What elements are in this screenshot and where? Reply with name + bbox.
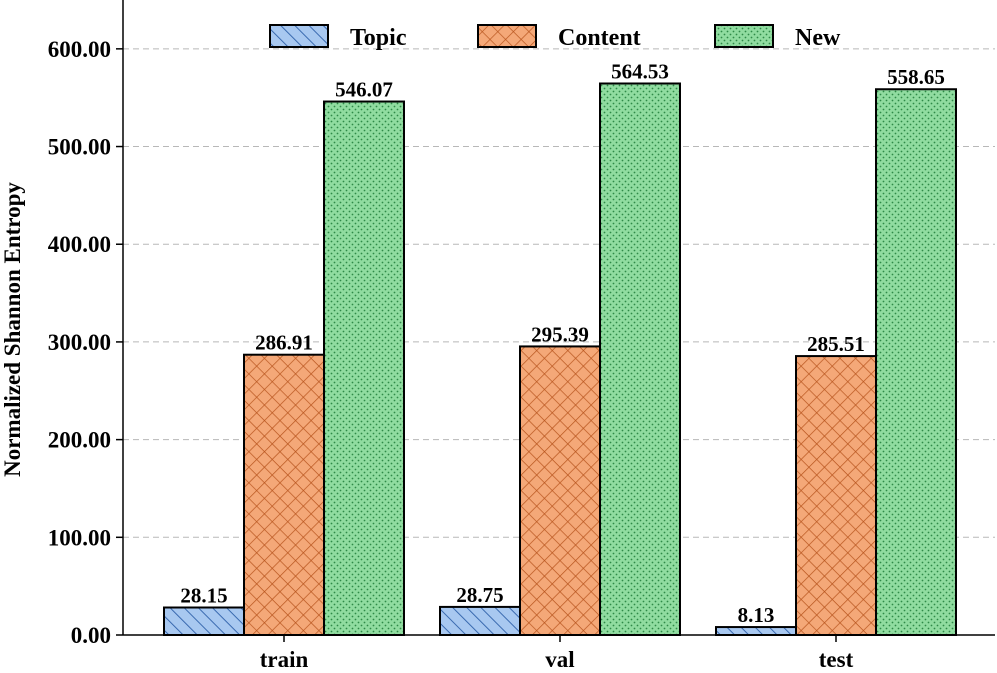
x-tick-label: val	[545, 647, 574, 672]
legend-label-content: Content	[558, 25, 641, 51]
bars	[163, 82, 957, 637]
data-label: 295.39	[531, 322, 589, 346]
bar-topic-val	[439, 605, 521, 636]
data-label: 28.75	[456, 583, 503, 607]
legend-swatch-content	[477, 24, 537, 48]
x-tick-label: train	[260, 647, 309, 672]
bar-topic-test	[715, 626, 797, 637]
bar-new-train	[323, 100, 405, 636]
legend-label-topic: Topic	[350, 25, 407, 51]
y-tick-label: 100.00	[48, 525, 111, 550]
legend: Topic Content New	[269, 24, 841, 51]
data-label: 8.13	[738, 603, 775, 627]
y-axis-title: Normalized Shannon Entropy	[0, 182, 25, 477]
data-label: 564.53	[611, 59, 669, 83]
x-axis-ticks: train val test	[260, 635, 854, 672]
bar-content-test	[795, 355, 877, 636]
y-tick-label: 300.00	[48, 330, 111, 355]
legend-swatch-topic	[269, 24, 329, 48]
data-label: 286.91	[255, 331, 313, 355]
data-label: 28.15	[180, 583, 227, 607]
y-tick-label: 200.00	[48, 428, 111, 453]
y-tick-label: 500.00	[48, 135, 111, 160]
y-tick-label: 600.00	[48, 37, 111, 62]
legend-swatch-new	[714, 24, 774, 48]
y-axis-ticks: 0.00 100.00 200.00 300.00 400.00 500.00 600.00	[48, 37, 123, 648]
y-tick-label: 0.00	[71, 623, 111, 648]
data-labels: 28.15 28.75 8.13 286.91 295.39 285.51 546.07 56…	[180, 59, 945, 627]
bar-topic-train	[163, 606, 245, 637]
x-tick-label: test	[819, 647, 854, 672]
bar-new-val	[599, 82, 681, 636]
legend-label-new: New	[795, 25, 841, 51]
bar-content-train	[243, 353, 325, 636]
data-label: 558.65	[887, 65, 945, 89]
data-label: 285.51	[807, 332, 865, 356]
bar-content-val	[519, 345, 601, 636]
data-label: 546.07	[335, 78, 393, 102]
bar-new-test	[875, 88, 957, 636]
y-tick-label: 400.00	[48, 232, 111, 257]
